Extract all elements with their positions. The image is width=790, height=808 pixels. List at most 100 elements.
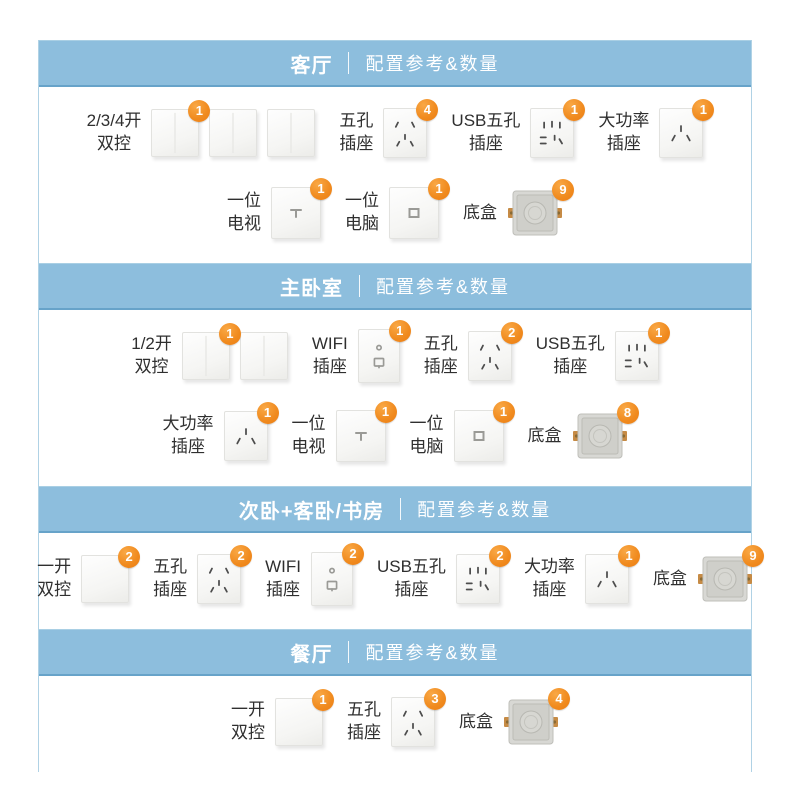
product-image-wrap: 2 (197, 545, 253, 604)
product-label-line: 插座 (394, 580, 429, 599)
product-image-wrap: 2 (310, 543, 364, 606)
quantity-badge: 2 (500, 322, 523, 344)
section-title: 餐厅 (290, 643, 333, 666)
product-label-line: USB五孔 (451, 111, 521, 131)
product-label-line: 底盒 (527, 425, 562, 445)
section-title: 主卧室 (279, 277, 343, 300)
quantity-badge: 2 (230, 545, 253, 567)
config-reference-panel: 客厅 配置参考&数量 2/3/4开 双控 1 五孔 插座 4 USB五孔 插座 1 大功率 插座 1 一位电… (37, 40, 764, 772)
quantity-badge: 1 (188, 100, 211, 122)
item-row: 2/3/4开 双控 1 五孔插座 4 USB五孔插座 1 大功率插座 1 (43, 93, 747, 173)
product-label: 五孔 插座 (347, 699, 381, 745)
product-images: 1 (271, 178, 332, 239)
product-label: 2/3/4开 双控 (87, 110, 142, 156)
quantity-badge: 1 (428, 178, 450, 200)
section-content: 1/2开 双控 1 WIFI 插座 1 五孔 插座 2 USB五孔 插座 1 大功率 插座 1 一位 电视 1 一位… (39, 310, 751, 486)
product-images: 1 (614, 322, 670, 381)
product-image-wrap: 1 (275, 689, 334, 746)
section-content: 一开 双控 2 五孔 插座 2 WIFI 插座 2 USB五孔 插座 2 大功率 插座 1 底盒 9 (37, 533, 764, 629)
header-divider (348, 641, 350, 663)
section-title: 次卧+客卧/书房 (238, 500, 385, 523)
product-images: 3 (391, 688, 446, 747)
product-label-line: 五孔 (339, 111, 374, 131)
header-divider (348, 52, 350, 74)
product-item: 一开 双控 1 (231, 689, 334, 746)
quantity-badge: 1 (256, 402, 279, 424)
product-label-line: 插座 (266, 580, 301, 599)
mounting-box-icon (572, 411, 628, 461)
product-images: 8 (572, 402, 639, 461)
product-images: 1 (659, 99, 715, 158)
product-label: 大功率 插座 (524, 556, 575, 602)
product-label: 底盒 (459, 711, 493, 734)
quantity-badge: 4 (548, 688, 570, 710)
product-images: 9 (697, 545, 764, 604)
product-label-line: 底盒 (652, 568, 687, 588)
product-item: USB五孔插座 1 (451, 99, 586, 158)
product-image-wrap (209, 109, 258, 157)
quantity-badge: 4 (416, 99, 439, 121)
quantity-badge: 3 (424, 688, 446, 710)
product-label-line: 五孔 (347, 700, 381, 720)
product-item: 2/3/4开 双控 1 (87, 100, 316, 157)
product-item: 一位 电脑 1 (345, 178, 450, 239)
product-image-wrap: 1 (335, 401, 397, 462)
product-item: 五孔插座 2 (153, 545, 253, 604)
product-image-wrap: 1 (357, 320, 411, 383)
product-label-line: 插座 (468, 134, 503, 153)
product-label-line: 电视 (227, 214, 261, 233)
usb-five-hole-socket-icon (614, 331, 659, 381)
product-images: 2 (81, 546, 141, 603)
product-label-line: 电脑 (345, 214, 379, 233)
product-item: WIFI 插座 2 (265, 543, 364, 606)
product-image-wrap: 1 (181, 323, 241, 380)
product-label-line: 插座 (606, 134, 641, 153)
product-label-line: 底盒 (463, 202, 497, 222)
product-label: USB五孔插座 (451, 110, 520, 156)
product-label: 五孔 插座 (339, 110, 373, 156)
mounting-box-icon (507, 188, 563, 238)
product-image-wrap: 4 (383, 99, 439, 158)
section-header: 客厅 配置参考&数量 (39, 40, 751, 87)
product-label-line: 插座 (339, 134, 374, 153)
product-image-wrap: 1 (530, 99, 586, 158)
rocker-switch-icon (239, 332, 288, 380)
product-image-wrap: 1 (271, 178, 332, 239)
product-images: 2 (310, 543, 364, 606)
item-row: 一位 电视 1 一位 电脑 1 底盒 9 (43, 173, 747, 253)
quantity-badge: 1 (563, 99, 586, 121)
product-label-line: 插座 (553, 357, 588, 376)
product-label-line: 双控 (97, 134, 132, 153)
product-label: 五孔 插座 (153, 556, 187, 602)
product-item: WIFI 插座 1 (312, 320, 411, 383)
product-images: 9 (507, 179, 574, 238)
product-label: 大功率 插座 (163, 413, 214, 459)
product-label: 一开 双控 (37, 556, 71, 602)
product-label-line: 插座 (153, 580, 188, 599)
product-label: 一位 电脑 (410, 413, 444, 459)
product-images: 1 (223, 402, 279, 461)
product-label: 五孔 插座 (424, 333, 458, 379)
product-label-line: 大功率 (598, 111, 650, 131)
product-item: 一开 双控 2 (37, 546, 141, 603)
product-images: 1 (389, 178, 450, 239)
product-label-line: 五孔 (153, 557, 188, 577)
product-images: 2 (467, 322, 523, 381)
quantity-badge: 9 (552, 179, 574, 201)
rocker-switch-icon (209, 109, 258, 157)
product-label: WIFI 插座 (312, 333, 348, 379)
section-header: 餐厅 配置参考&数量 (39, 629, 751, 676)
quantity-badge: 1 (388, 320, 411, 342)
product-item: 一位 电脑 1 (410, 401, 515, 462)
product-label-line: 2/3/4开 (86, 111, 142, 131)
product-label-line: 插座 (312, 357, 347, 376)
product-label-line: 插座 (532, 580, 567, 599)
product-image-wrap (267, 109, 316, 157)
product-item: 底盒 8 (528, 402, 639, 461)
product-item: 底盒 9 (463, 179, 574, 238)
product-images: 4 (383, 99, 439, 158)
product-image-wrap: 1 (614, 322, 670, 381)
section-content: 一开 双控 1 五孔 插座 3 底盒 4 (39, 676, 751, 772)
product-label: 底盒 (528, 425, 562, 448)
product-item: USB五孔 插座 2 (377, 545, 511, 604)
